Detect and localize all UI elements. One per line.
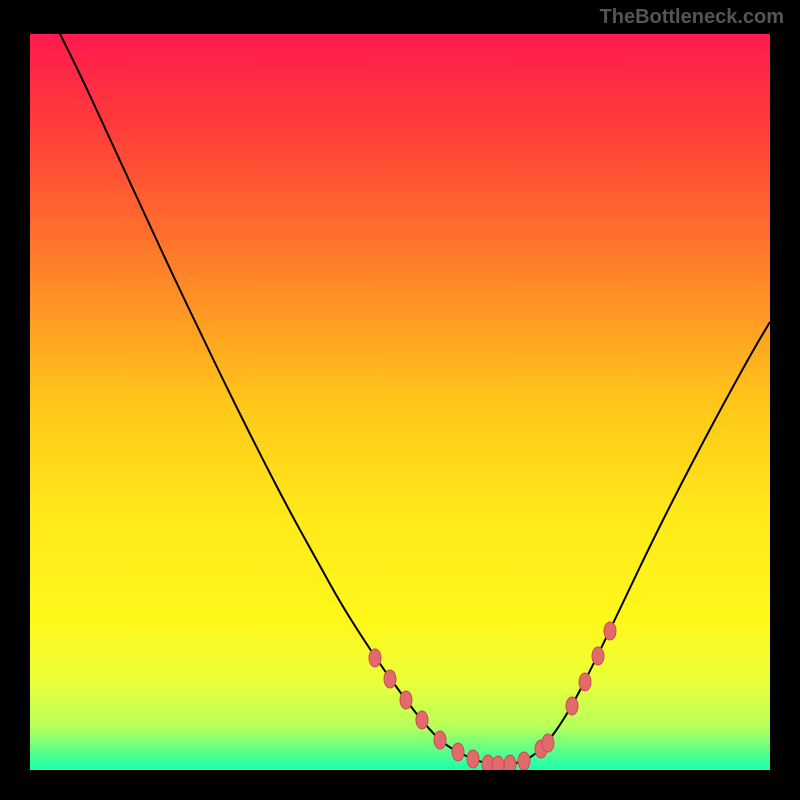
curve-marker [384,670,396,688]
watermark-text: TheBottleneck.com [600,6,784,29]
curve-marker [542,734,554,752]
curve-marker [579,673,591,691]
curve-marker [467,750,479,768]
curve-marker [369,649,381,667]
frame-right [770,0,800,800]
curve-marker [452,743,464,761]
marker-group [369,622,616,774]
chart-svg [30,34,770,770]
chart-container: TheBottleneck.com [0,0,800,800]
curve-marker [400,691,412,709]
curve-marker [416,711,428,729]
frame-bottom [0,770,800,800]
curve-marker [434,731,446,749]
curve-marker [492,756,504,774]
plot-area [30,34,770,770]
curve-marker [566,697,578,715]
curve-marker [518,752,530,770]
curve-marker [604,622,616,640]
curve-marker [504,755,516,773]
frame-left [0,0,30,800]
curve-marker [592,647,604,665]
bottleneck-curve [60,34,770,765]
